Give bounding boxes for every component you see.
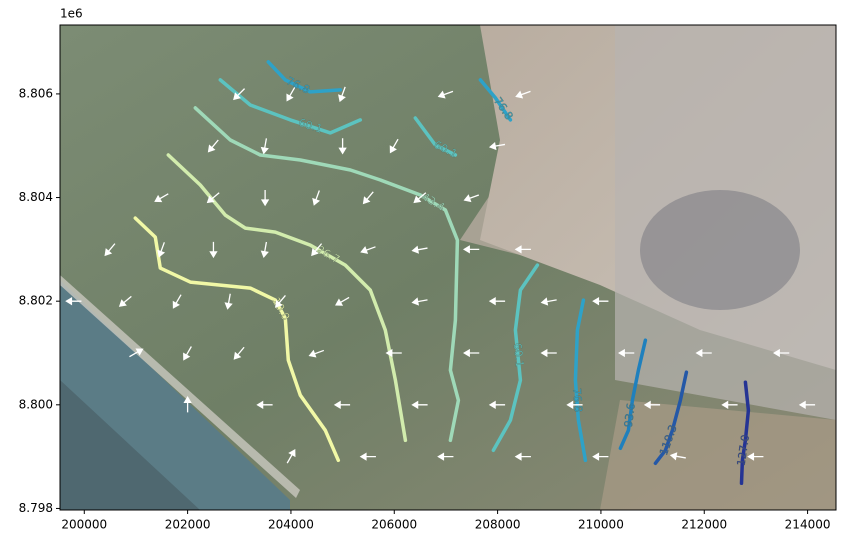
quiver-arrow	[274, 295, 286, 308]
quiver-arrow	[172, 294, 182, 309]
contour-line	[653, 370, 689, 466]
quiver-arrow	[411, 400, 428, 409]
contour-line	[739, 380, 751, 486]
y-tick-label: 8.800	[19, 397, 53, 411]
contour-label: 127.0	[735, 434, 753, 467]
y-tick-label: 8.802	[19, 294, 53, 308]
quiver-arrow	[488, 141, 506, 151]
x-tick-label: 210000	[578, 518, 624, 532]
quiver-arrow	[669, 452, 686, 461]
quiver-arrow	[592, 452, 609, 461]
x-tick-label: 208000	[475, 518, 521, 532]
quiver-arrow	[118, 295, 132, 307]
quiver-arrow	[104, 243, 116, 257]
quiver-arrow	[308, 349, 325, 358]
quiver-arrow	[514, 245, 531, 254]
quiver-arrow	[413, 192, 427, 204]
quiver-arrow	[256, 400, 273, 409]
quiver-arrow	[721, 400, 738, 409]
quiver-arrow	[411, 297, 428, 306]
contour-line	[193, 106, 461, 443]
quiver-arrow	[488, 400, 506, 409]
quiver-arrow	[411, 245, 428, 254]
quiver-arrow	[360, 246, 376, 254]
contour-line	[618, 338, 648, 451]
quiver-arrow	[437, 452, 454, 461]
quiver-arrow	[183, 346, 192, 361]
quiver-arrow	[643, 400, 661, 409]
quiver-arrow	[224, 293, 233, 310]
quiver-arrow	[362, 191, 374, 205]
quiver-arrow	[772, 348, 790, 358]
y-tick-label: 8.806	[19, 86, 53, 100]
contour-label: 93.6	[622, 402, 638, 428]
y-tick-label: 8.798	[19, 501, 53, 515]
quiver-arrow	[359, 452, 376, 461]
x-tick-label: 214000	[785, 518, 831, 532]
contour-label: 60.1	[511, 342, 526, 368]
quiver-arrow	[338, 86, 346, 103]
quiver-arrow	[233, 346, 245, 360]
quiver-arrow	[154, 193, 169, 203]
quiver-arrow	[695, 348, 712, 358]
quiver-arrow	[65, 297, 82, 306]
contour-line	[166, 153, 408, 443]
quiver-arrow	[515, 90, 531, 99]
x-tick-label: 200000	[61, 518, 107, 532]
quiver	[65, 86, 816, 464]
quiver-arrow	[333, 400, 351, 409]
quiver-arrow	[260, 138, 269, 155]
quiver-arrow	[207, 139, 219, 153]
contour-label: 76.8	[570, 387, 585, 412]
quiver-arrow	[389, 138, 399, 154]
offset-text: 1e6	[60, 7, 83, 21]
quiver-arrow	[286, 449, 296, 464]
quiver-arrow	[338, 138, 347, 155]
quiver-arrow	[311, 243, 323, 257]
quiver-arrow	[209, 241, 218, 259]
x-tick-label: 202000	[165, 518, 211, 532]
quiver-arrow	[463, 245, 480, 254]
quiver-arrow	[335, 296, 350, 306]
quiver-arrow	[540, 297, 557, 306]
quiver-arrow	[747, 452, 764, 461]
quiver-arrow	[437, 90, 454, 99]
quiver-arrow	[157, 242, 166, 258]
quiver-arrow	[463, 348, 480, 358]
quiver-arrow	[514, 452, 531, 461]
quiver-arrow	[463, 194, 480, 203]
quiver-arrow	[798, 400, 816, 409]
quiver-arrow	[592, 297, 609, 306]
y-tick-label: 8.804	[19, 190, 53, 204]
quiver-arrow	[617, 348, 635, 358]
quiver-arrow	[260, 190, 270, 207]
quiver-arrow	[488, 297, 506, 306]
quiver-arrow	[129, 348, 144, 358]
x-tick-label: 204000	[268, 518, 314, 532]
quiver-arrow	[206, 192, 220, 204]
contours: 10.026.743.460.160.160.176.876.876.893.6…	[133, 60, 753, 486]
x-tick-label: 206000	[371, 518, 417, 532]
quiver-arrow	[286, 87, 296, 102]
contour-line	[218, 78, 540, 453]
quiver-arrow	[233, 88, 246, 101]
satellite-background	[60, 25, 836, 510]
contour-line	[133, 216, 341, 463]
quiver-arrow	[566, 400, 583, 409]
quiver-arrow	[385, 348, 402, 358]
x-tick-label: 212000	[681, 518, 727, 532]
quiver-arrow	[260, 241, 269, 258]
quiver-arrow	[540, 348, 557, 358]
quiver-arrow	[312, 190, 321, 206]
axes-frame	[59, 24, 837, 511]
contour-line	[266, 60, 588, 463]
quiver-arrow	[183, 396, 192, 413]
